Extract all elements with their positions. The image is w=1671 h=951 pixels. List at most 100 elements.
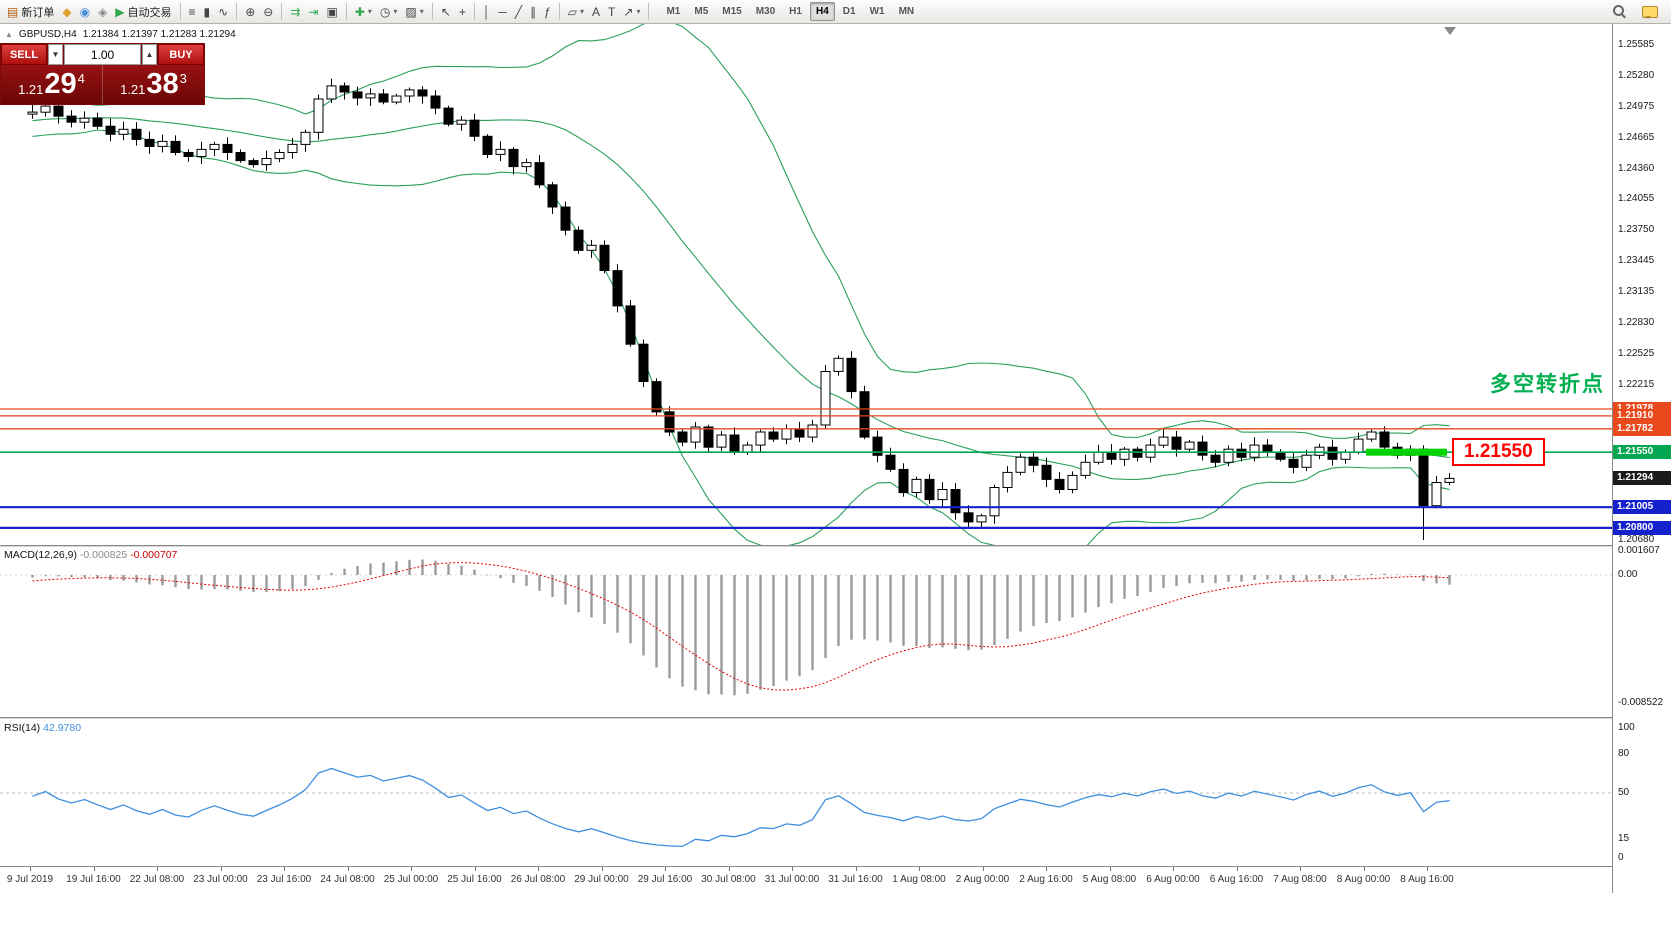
- sell-price-display[interactable]: 1.21 29 4: [1, 65, 102, 104]
- toolbar-separator: [648, 3, 650, 20]
- zoom-out-button[interactable]: ⊖: [259, 2, 277, 22]
- dropdown-caret-icon: ▾: [367, 7, 372, 16]
- time-label: 2 Aug 00:00: [955, 874, 1010, 885]
- timeframe-button-W1[interactable]: W1: [869, 6, 885, 17]
- time-label: 22 Jul 08:00: [129, 874, 185, 885]
- timeframe-button-M30[interactable]: M30: [755, 6, 776, 17]
- volume-input[interactable]: [64, 44, 141, 65]
- toolbar-separator: [281, 3, 283, 20]
- chart-annotation-text[interactable]: 多空转折点: [1490, 373, 1605, 396]
- bar-chart-button[interactable]: ≡: [185, 2, 200, 22]
- search-button[interactable]: [1609, 2, 1630, 22]
- time-label: 31 Jul 00:00: [764, 874, 820, 885]
- dropdown-caret-icon: ▾: [636, 7, 641, 16]
- time-axis[interactable]: 9 Jul 2019 19 Jul 16:00 22 Jul 08:00 23 Jul…: [0, 866, 1612, 894]
- time-tick: [93, 867, 95, 871]
- horizontal-line-button[interactable]: ─: [494, 2, 511, 22]
- market-icon[interactable]: ◈: [94, 2, 111, 22]
- sell-price-pips: 29: [44, 68, 77, 100]
- macd-panel-canvas[interactable]: [0, 547, 1612, 717]
- arrows-button[interactable]: ↗ ▾: [619, 2, 644, 22]
- price-tick-label: 1.25585: [1618, 39, 1655, 50]
- sell-button[interactable]: SELL: [1, 44, 47, 65]
- text-button[interactable]: A: [588, 2, 604, 22]
- text-button-icon: A: [592, 4, 601, 19]
- candlestick-chart-button-icon: ▮: [203, 4, 211, 19]
- buy-button[interactable]: BUY: [158, 44, 204, 65]
- timeframe-button-H1[interactable]: H1: [789, 6, 802, 17]
- main-chart-canvas[interactable]: [0, 24, 1612, 545]
- price-tag-label[interactable]: 1.21550: [1452, 438, 1545, 466]
- community-icon[interactable]: ◉: [76, 2, 94, 22]
- time-tick: [220, 867, 222, 871]
- time-label: 30 Jul 08:00: [701, 874, 756, 885]
- trade-level-highlight[interactable]: [1366, 448, 1447, 456]
- auto-scroll-button[interactable]: ⇉: [286, 2, 304, 22]
- chart-shift-button[interactable]: ⇥: [304, 2, 322, 22]
- time-tick: [855, 867, 857, 871]
- arrows-button-icon: ↗: [623, 4, 634, 19]
- market-icon-icon: ◈: [98, 4, 108, 19]
- macd-axis-label: 0.00: [1618, 569, 1638, 580]
- channel-button[interactable]: ∥: [526, 2, 540, 22]
- crosshair-button[interactable]: +: [455, 2, 470, 22]
- macd-main-value: -0.000825: [79, 549, 128, 561]
- timeframe-button-H4[interactable]: H4: [809, 2, 835, 21]
- time-label: 7 Aug 08:00: [1273, 874, 1327, 885]
- autotrading-button[interactable]: ▶ 自动交易: [111, 2, 175, 22]
- line-chart-button-icon: ∿: [218, 4, 229, 19]
- timeframe-button-M5[interactable]: M5: [694, 6, 709, 17]
- shapes-button[interactable]: ▱ ▾: [564, 2, 588, 22]
- time-tick: [1427, 867, 1428, 871]
- trendline-button[interactable]: ╱: [511, 2, 526, 22]
- trade-controls-row: SELL ▼ ▲ BUY: [1, 44, 204, 65]
- time-label: 19 Jul 16:00: [66, 874, 121, 885]
- price-levels-layer[interactable]: [0, 408, 1612, 529]
- panel-splitter[interactable]: [0, 545, 1671, 547]
- candlestick-chart-button[interactable]: ▮: [200, 2, 215, 22]
- timeframe-button-D1[interactable]: D1: [842, 6, 856, 17]
- periods-button[interactable]: ◷ ▾: [376, 2, 402, 22]
- fibonacci-button[interactable]: ƒ: [540, 2, 555, 22]
- time-tick: [30, 867, 31, 871]
- symbol-title: GBPUSD,H4: [18, 29, 77, 40]
- rsi-axis-label: 100: [1618, 722, 1635, 733]
- add-indicator-button[interactable]: ✚ ▾: [351, 2, 376, 22]
- time-label: 29 Jul 16:00: [637, 874, 693, 885]
- label-button[interactable]: T: [604, 2, 619, 22]
- zoom-in-button[interactable]: ⊕: [241, 2, 259, 22]
- fibonacci-button-icon: ƒ: [544, 4, 551, 19]
- panel-splitter[interactable]: [0, 717, 1671, 719]
- price-level-badge: 1.21005: [1613, 500, 1671, 515]
- buy-price-display[interactable]: 1.21 38 3: [102, 65, 204, 104]
- price-tick-label: 1.22525: [1618, 347, 1655, 359]
- templates-button[interactable]: ▨ ▾: [401, 2, 427, 22]
- timeframe-button-MN[interactable]: MN: [898, 6, 915, 17]
- timeframe-button-M1[interactable]: M1: [666, 6, 681, 17]
- chart-shift-marker[interactable]: [1444, 27, 1456, 35]
- line-chart-button[interactable]: ∿: [214, 2, 232, 22]
- rsi-line: [32, 767, 1450, 848]
- time-label: 26 Jul 08:00: [510, 874, 566, 885]
- buy-price-prefix: 1.21: [120, 82, 146, 97]
- mql5-services-icon[interactable]: ◆: [58, 2, 75, 22]
- vertical-line-button[interactable]: │: [479, 2, 495, 22]
- vertical-line-button-icon: │: [482, 4, 491, 19]
- new-order-button[interactable]: ▤ 新订单: [3, 2, 58, 22]
- cursor-button[interactable]: ↖: [437, 2, 455, 22]
- timeframe-button-M15[interactable]: M15: [722, 6, 742, 17]
- toolbar-separator: [345, 3, 347, 20]
- zoom-out-button-icon: ⊖: [263, 4, 274, 19]
- tile-windows-button[interactable]: ▣: [322, 2, 341, 22]
- rsi-panel-canvas[interactable]: [0, 719, 1612, 866]
- macd-name: MACD(12,26,9): [4, 549, 77, 561]
- price-tick-label: 1.23445: [1618, 254, 1655, 266]
- one-click-collapse-toggle[interactable]: ▲: [5, 30, 13, 39]
- symbol-ohlc: 1.21384 1.21397 1.21283 1.21294: [82, 29, 236, 40]
- time-tick: [601, 867, 603, 871]
- volume-up-button[interactable]: ▲: [142, 44, 157, 65]
- chat-button[interactable]: [1638, 2, 1662, 22]
- volume-dropdown-button[interactable]: ▼: [48, 44, 63, 65]
- price-axis[interactable]: 1.25585 1.25280 1.24975 1.24665 1.24360 1.240…: [1612, 24, 1671, 893]
